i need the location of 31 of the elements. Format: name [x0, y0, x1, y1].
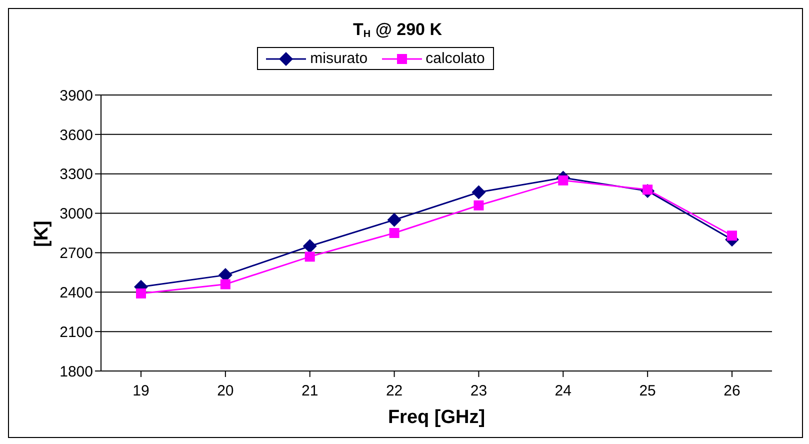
point [474, 200, 484, 210]
legend-label: calcolato [424, 50, 485, 67]
x-tick-label: 24 [554, 382, 572, 400]
y-tick-label: 2400 [60, 284, 93, 302]
point [472, 185, 486, 200]
y-tick-label: 1800 [60, 363, 93, 380]
y-tick-label: 3600 [60, 126, 93, 144]
x-axis-title: Freq [GHz] [388, 407, 486, 428]
x-tick-label: 26 [724, 382, 740, 400]
point [387, 212, 402, 227]
point [304, 252, 315, 262]
y-tick-label: 3000 [60, 206, 93, 223]
y-tick-label: 3300 [60, 166, 93, 184]
point [302, 239, 317, 254]
y-tick-label: 2100 [60, 324, 93, 341]
point [136, 288, 146, 298]
point [220, 279, 230, 290]
y-tick-label: 2700 [60, 245, 93, 262]
x-tick-label: 19 [132, 382, 150, 400]
y-axis-title: [K] [32, 220, 53, 247]
point [727, 230, 737, 241]
x-tick-label: 21 [302, 382, 318, 400]
x-tick-label: 20 [217, 382, 234, 400]
point [558, 175, 568, 186]
y-tick-label: 3900 [60, 87, 93, 104]
x-tick-label: 23 [470, 382, 488, 400]
point [389, 228, 400, 238]
x-tick-label: 25 [639, 382, 656, 400]
x-tick-label: 22 [386, 382, 403, 400]
legend-label: misurato [309, 50, 368, 67]
chart-title: T$_{H}$ @ 290 K [352, 20, 443, 40]
